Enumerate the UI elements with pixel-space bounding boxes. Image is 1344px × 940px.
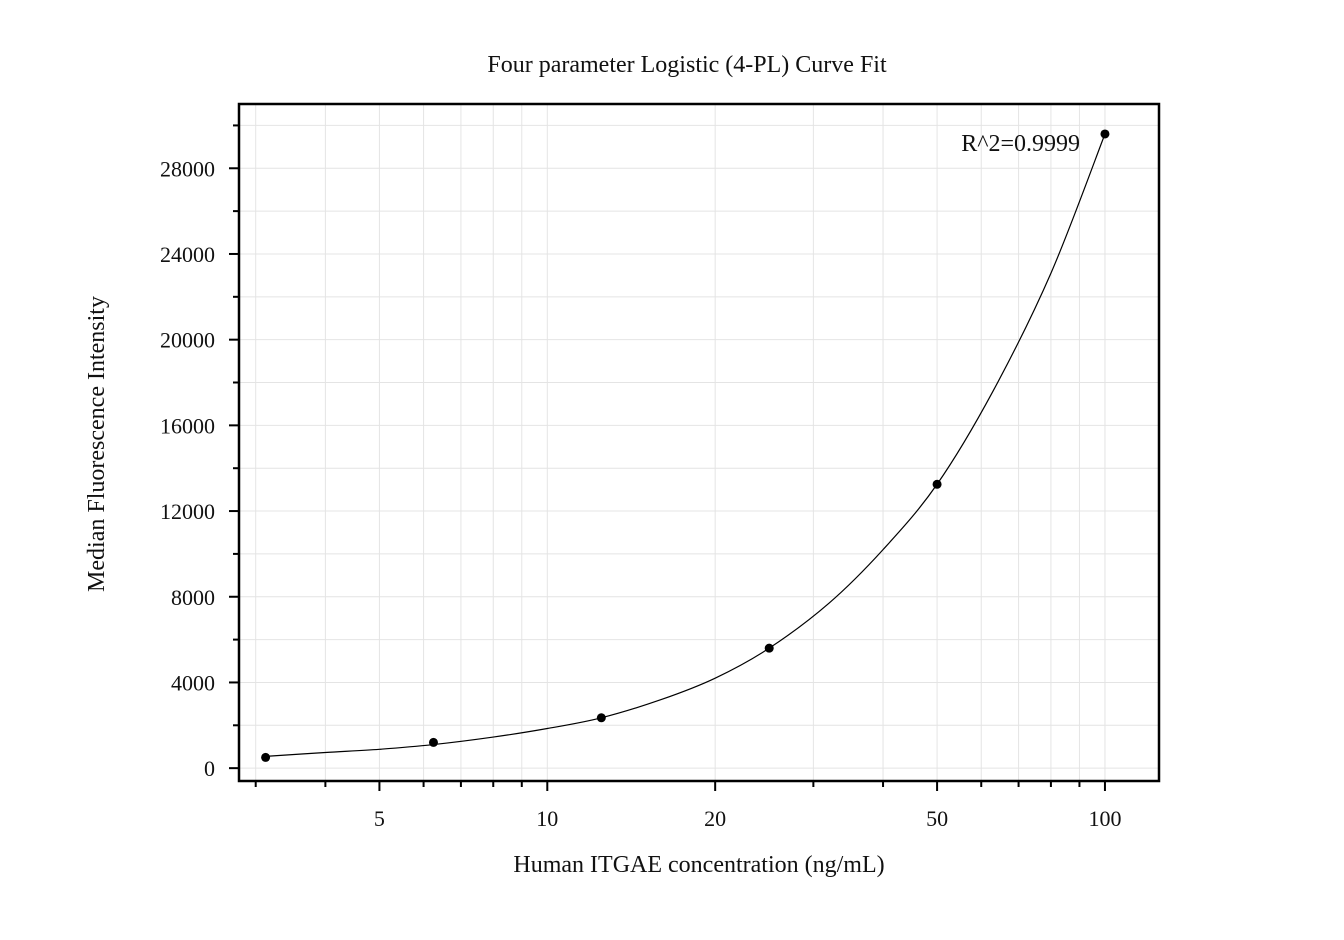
y-axis-label: Median Fluorescence Intensity xyxy=(84,296,110,592)
y-tick-label: 8000 xyxy=(171,585,215,610)
data-point xyxy=(428,737,438,747)
tick-labels: 5 10 20 50 100 0 4000 8000 12000 16000 20000 24000 2… xyxy=(160,156,1121,831)
x-tick-label: 50 xyxy=(926,806,948,831)
r-squared-annotation: R^2=0.9999 xyxy=(961,131,1080,157)
plot-frame xyxy=(237,102,1161,783)
x-tick-label: 20 xyxy=(704,806,726,831)
fit-curve-line xyxy=(265,133,1106,757)
y-tick-label: 12000 xyxy=(160,499,215,524)
y-tick-label: 20000 xyxy=(160,328,215,353)
data-point xyxy=(764,643,774,653)
data-point xyxy=(596,713,606,723)
x-tick-label: 100 xyxy=(1088,806,1121,831)
data-point xyxy=(261,752,271,762)
axis-ticks xyxy=(229,124,1106,791)
y-tick-label: 28000 xyxy=(160,156,215,181)
chart-title: Four parameter Logistic (4-PL) Curve Fit xyxy=(487,52,887,78)
y-tick-label: 0 xyxy=(204,756,215,781)
data-point xyxy=(1100,129,1110,139)
x-tick-label: 10 xyxy=(536,806,558,831)
x-axis-label: Human ITGAE concentration (ng/mL) xyxy=(513,852,884,878)
y-tick-label: 24000 xyxy=(160,242,215,267)
y-tick-label: 4000 xyxy=(171,670,215,695)
fit-curve-layer xyxy=(265,133,1106,757)
x-tick-label: 5 xyxy=(374,806,385,831)
data-points-layer xyxy=(261,129,1110,762)
y-tick-label: 16000 xyxy=(160,413,215,438)
grid xyxy=(239,104,1159,781)
data-point xyxy=(932,479,942,489)
